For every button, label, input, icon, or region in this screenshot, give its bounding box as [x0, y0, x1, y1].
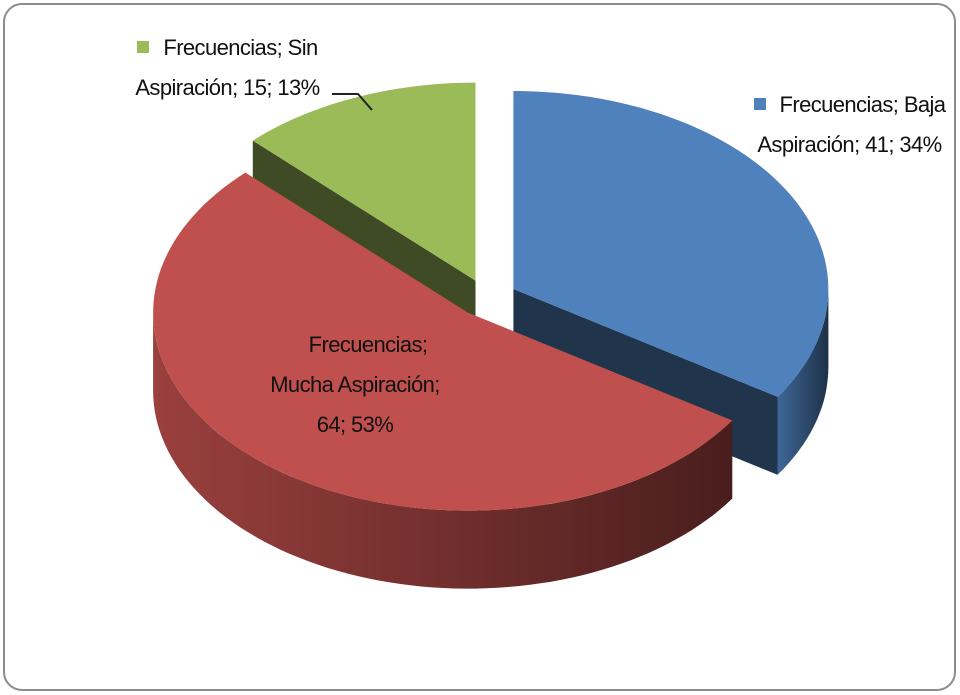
series-name: Frecuencias [308, 332, 423, 357]
percent-label: 13% [277, 75, 320, 100]
data-label: Frecuencias; Mucha Aspiración; 64; 53% [260, 325, 450, 445]
slice [153, 172, 733, 511]
separator: ; [340, 412, 352, 437]
legend-key [282, 338, 295, 350]
separator: ; [266, 75, 278, 100]
separator: ; [888, 132, 900, 157]
slice-edge [777, 289, 829, 475]
value-label: 64 [316, 412, 341, 437]
legend-key [137, 41, 150, 53]
data-label: Frecuencias; Baja Aspiración; 41; 34% [752, 85, 947, 165]
category-name: Baja Aspiración [757, 92, 946, 157]
separator: ; [854, 132, 866, 157]
percent-label: 53% [351, 412, 394, 437]
slice-edge [153, 312, 733, 589]
pie [153, 82, 829, 589]
value-label: 15 [243, 75, 267, 100]
data-label: Frecuencias; Sin Aspiración; 15; 13% [125, 28, 330, 108]
separator: ; [421, 332, 428, 357]
separator: ; [892, 92, 904, 117]
series-name: Frecuencias [163, 35, 277, 60]
series-name: Frecuencias [779, 92, 894, 117]
legend-key [753, 98, 766, 110]
slice [252, 82, 476, 281]
slice [513, 91, 829, 397]
value-label: 41 [865, 132, 889, 157]
percent-label: 34% [899, 132, 942, 157]
separator: ; [434, 372, 440, 397]
category-name: Sin Aspiración [135, 35, 318, 100]
category-name: Mucha Aspiración [270, 372, 435, 397]
separator: ; [232, 75, 244, 100]
separator: ; [276, 35, 288, 60]
leader-line [332, 93, 373, 111]
